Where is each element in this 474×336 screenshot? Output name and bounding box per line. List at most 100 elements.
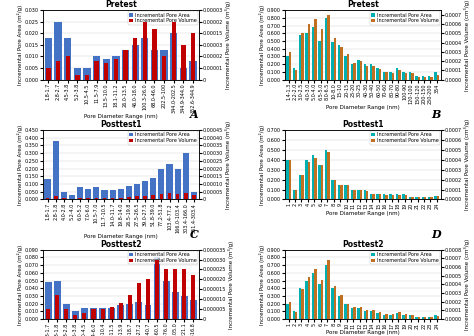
Bar	[176, 194, 180, 200]
Bar	[409, 72, 411, 80]
Legend: Incremental Pore Area, Incremental Pore Volume: Incremental Pore Area, Incremental Pore …	[128, 251, 198, 264]
Bar	[424, 198, 427, 200]
Bar	[389, 72, 392, 80]
Bar	[77, 187, 83, 200]
Bar	[150, 178, 156, 200]
Y-axis label: Incremental Pore Volume (m³/g): Incremental Pore Volume (m³/g)	[228, 240, 234, 329]
Bar	[160, 194, 163, 200]
Legend: Incremental Pore Area, Incremental Pore Volume: Incremental Pore Area, Incremental Pore …	[128, 11, 198, 25]
Bar	[415, 317, 418, 319]
Bar	[172, 292, 179, 319]
Bar	[405, 196, 407, 200]
Bar	[93, 187, 100, 200]
Bar	[170, 33, 177, 80]
Bar	[286, 304, 289, 319]
Bar	[154, 257, 160, 319]
Bar	[321, 29, 323, 80]
Bar	[181, 45, 185, 80]
Bar	[389, 195, 392, 200]
Bar	[357, 190, 359, 200]
Bar	[69, 195, 75, 200]
Bar	[182, 269, 186, 319]
Bar	[379, 69, 381, 80]
Bar	[373, 66, 375, 80]
Bar	[346, 303, 349, 319]
Bar	[334, 38, 336, 80]
Bar	[86, 198, 90, 200]
Bar	[359, 190, 362, 200]
Bar	[122, 49, 129, 80]
Bar	[295, 190, 298, 200]
Bar	[141, 38, 148, 80]
Bar	[301, 289, 304, 319]
Bar	[286, 56, 289, 80]
Bar	[151, 195, 155, 200]
Bar	[351, 190, 353, 200]
Bar	[376, 68, 379, 80]
Bar	[289, 302, 291, 319]
Legend: Incremental Pore Area, Incremental Pore Volume: Incremental Pore Area, Incremental Pore …	[370, 131, 440, 145]
Bar	[190, 61, 197, 80]
Bar	[62, 198, 65, 200]
Bar	[173, 269, 177, 319]
Bar	[325, 265, 327, 319]
Bar	[289, 52, 291, 80]
Bar	[172, 22, 176, 80]
Bar	[312, 273, 314, 319]
Bar	[127, 304, 133, 319]
Bar	[55, 22, 62, 80]
Bar	[118, 188, 124, 200]
Bar	[61, 192, 67, 200]
Bar	[418, 317, 420, 319]
Bar	[331, 42, 334, 80]
Y-axis label: Incremental Pore Volume (m³/g): Incremental Pore Volume (m³/g)	[225, 121, 231, 209]
Bar	[385, 196, 388, 200]
Y-axis label: Incremental Pore Area (m²/g): Incremental Pore Area (m²/g)	[17, 244, 23, 325]
Bar	[292, 311, 295, 319]
Bar	[379, 195, 381, 200]
Bar	[398, 71, 401, 80]
Bar	[161, 49, 168, 80]
Bar	[428, 76, 430, 80]
Bar	[158, 169, 164, 200]
Bar	[314, 269, 317, 319]
Legend: Incremental Pore Area, Incremental Pore Volume: Incremental Pore Area, Incremental Pore …	[128, 131, 198, 145]
Bar	[424, 317, 427, 319]
Bar	[91, 309, 96, 319]
Bar	[337, 184, 340, 200]
Bar	[103, 59, 110, 80]
Bar	[145, 305, 151, 319]
Bar	[305, 33, 308, 80]
Bar	[174, 169, 181, 200]
Bar	[312, 155, 314, 200]
Bar	[334, 286, 336, 319]
Bar	[85, 188, 91, 200]
Text: D: D	[431, 229, 441, 240]
Bar	[142, 181, 148, 200]
Bar	[325, 150, 327, 200]
Bar	[55, 295, 59, 319]
Bar	[114, 59, 118, 80]
Bar	[45, 282, 52, 319]
Bar	[364, 190, 366, 200]
Bar	[405, 314, 407, 319]
Bar	[126, 185, 132, 200]
Bar	[289, 160, 291, 200]
Bar	[357, 307, 359, 319]
Y-axis label: Incremental Pore Volume (cm³/g): Incremental Pore Volume (cm³/g)	[464, 0, 470, 90]
Bar	[370, 195, 373, 200]
Bar	[127, 197, 131, 200]
Bar	[63, 304, 70, 319]
Bar	[46, 309, 50, 319]
Bar	[104, 64, 109, 80]
Bar	[164, 269, 168, 319]
Bar	[53, 141, 59, 200]
Bar	[428, 198, 430, 200]
Bar	[421, 198, 424, 200]
Text: C: C	[190, 229, 199, 240]
Bar	[428, 317, 430, 319]
Bar	[340, 184, 343, 200]
Bar	[143, 196, 147, 200]
Bar	[353, 63, 356, 80]
Bar	[340, 47, 343, 80]
